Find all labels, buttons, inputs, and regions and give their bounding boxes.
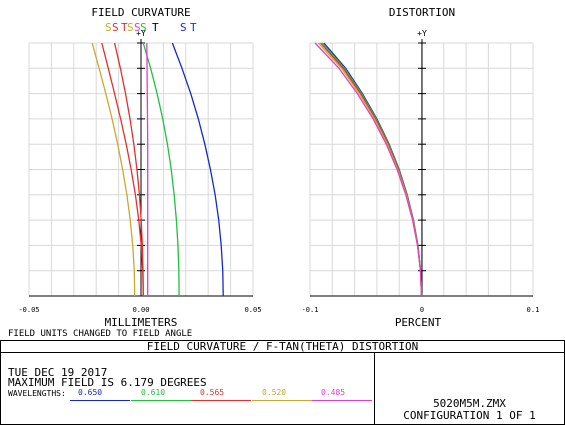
curve-label: T: [121, 21, 128, 34]
field-curvature-ticks: -0.05 0.00 0.05: [18, 306, 261, 314]
field-curvature-series-line: [101, 42, 144, 297]
distortion-series-line: [314, 42, 423, 297]
wavelength-value: 0.485: [321, 388, 346, 397]
field-curvature-x-tick-label: -0.05: [18, 306, 39, 314]
distortion-series: [314, 42, 423, 297]
field-curvature-grid: [28, 39, 254, 297]
field-curvature-series-line: [146, 42, 149, 296]
footer-max-field: MAXIMUM FIELD IS 6.179 DEGREES: [8, 376, 207, 389]
curve-label: S: [105, 21, 112, 34]
curve-label: S: [180, 21, 187, 34]
curve-label: S: [112, 21, 119, 34]
field-curvature-series-line: [171, 42, 224, 297]
distortion-y-label: +Y: [417, 29, 427, 38]
wavelength-swatch: [312, 400, 372, 401]
field-units-note: FIELD UNITS CHANGED TO FIELD ANGLE: [8, 329, 192, 339]
curve-label: S: [140, 21, 147, 34]
distortion-x-tick-label: 0: [420, 306, 424, 314]
distortion-ticks: -0.1 0 0.1: [302, 306, 540, 314]
wavelength-swatch: [191, 400, 251, 401]
wavelength-value: 0.610: [141, 388, 166, 397]
wavelength-value: 0.565: [200, 388, 225, 397]
field-curvature-x-label: MILLIMETERS: [105, 316, 178, 329]
wavelength-value: 0.520: [262, 388, 287, 397]
field-curvature-series-line: [142, 42, 180, 297]
footer-date: TUE DEC 19 2017: [8, 366, 108, 379]
footer-title: FIELD CURVATURE / F-TAN(THETA) DISTORTIO…: [146, 340, 419, 353]
distortion-x-tick-label: 0.1: [527, 306, 540, 314]
field-curvature-x-tick-label: 0.00: [133, 306, 150, 314]
distortion-x-tick-label: -0.1: [302, 306, 319, 314]
wavelength-swatch: [252, 400, 312, 401]
wavelength-swatch: [131, 400, 191, 401]
footer-configuration: CONFIGURATION 1 OF 1: [403, 409, 536, 422]
field-curvature-series-line: [113, 42, 144, 297]
footer-filename: 5020M5M.ZMX: [433, 397, 506, 410]
distortion-x-label: PERCENT: [395, 316, 442, 329]
field-curvature-y-label: +Y: [136, 29, 146, 38]
curve-label: S: [127, 21, 134, 34]
field-curvature-title: FIELD CURVATURE: [91, 6, 190, 19]
curve-label: S: [134, 21, 141, 34]
distortion-title: DISTORTION: [389, 6, 455, 19]
footer-wavelengths-label: WAVELENGTHS:: [8, 389, 66, 398]
field-curvature-series: [91, 42, 224, 297]
wavelength-value: 0.650: [78, 388, 103, 397]
field-curvature-x-tick-label: 0.05: [245, 306, 262, 314]
distortion-grid: [309, 39, 534, 297]
curve-label: T: [190, 21, 197, 34]
field-curvature-series-line: [91, 42, 136, 297]
curve-label: T: [152, 21, 159, 34]
wavelength-swatch: [70, 400, 130, 401]
